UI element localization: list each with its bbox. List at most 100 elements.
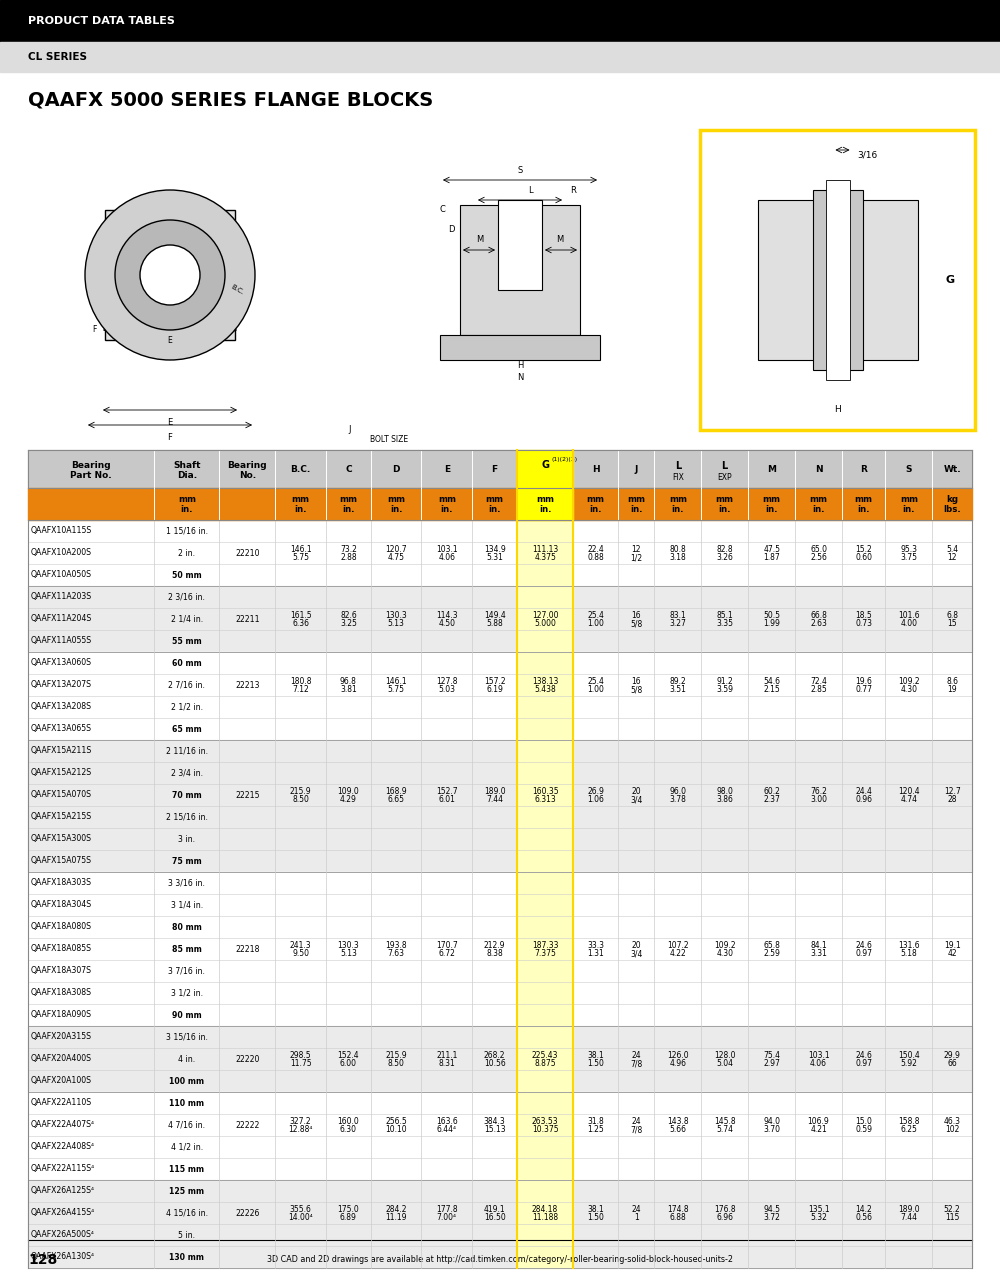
Text: 96.8: 96.8: [340, 677, 357, 686]
Text: 4.21: 4.21: [810, 1125, 827, 1134]
Bar: [28, 1027, 972, 1092]
Text: 103.1: 103.1: [436, 544, 458, 553]
Text: 85 mm: 85 mm: [172, 945, 202, 954]
Text: 12.7: 12.7: [944, 786, 961, 795]
Text: 3/16: 3/16: [858, 151, 878, 160]
Text: 109.2: 109.2: [714, 941, 736, 950]
Text: mm: mm: [669, 495, 687, 504]
Text: 1.00: 1.00: [587, 620, 604, 628]
Text: QAAFX13A207S: QAAFX13A207S: [31, 681, 92, 690]
Text: D: D: [392, 465, 400, 474]
Bar: [105, 210, 235, 340]
Text: 25.4: 25.4: [587, 677, 604, 686]
Text: 4.96: 4.96: [669, 1060, 686, 1069]
Text: mm: mm: [900, 495, 918, 504]
Text: 0.59: 0.59: [855, 1125, 872, 1134]
Text: D: D: [448, 225, 455, 234]
Text: 127.00: 127.00: [532, 611, 558, 620]
Text: 241.3: 241.3: [290, 941, 311, 950]
Bar: [440, 335, 600, 360]
Text: BOLT SIZE: BOLT SIZE: [370, 435, 408, 444]
Text: 22215: 22215: [235, 791, 260, 800]
Text: 2.97: 2.97: [763, 1060, 780, 1069]
Text: 128.0: 128.0: [714, 1051, 735, 1060]
Text: 4.75: 4.75: [388, 553, 405, 562]
Text: 5.74: 5.74: [716, 1125, 733, 1134]
Text: 0.97: 0.97: [855, 950, 872, 959]
Text: QAAFX10A050S: QAAFX10A050S: [31, 571, 92, 580]
Bar: [498, 200, 542, 291]
Text: 6.88: 6.88: [669, 1213, 686, 1222]
Text: 284.18: 284.18: [532, 1204, 558, 1213]
Text: 82.8: 82.8: [716, 544, 733, 553]
Text: mm: mm: [855, 495, 873, 504]
Text: 24.4: 24.4: [855, 786, 872, 795]
Text: 2.63: 2.63: [810, 620, 827, 628]
Text: 1 15/16 in.: 1 15/16 in.: [166, 526, 208, 535]
Bar: [28, 488, 972, 520]
Text: 75 mm: 75 mm: [172, 856, 202, 865]
Bar: [517, 1092, 573, 1180]
Text: 3.59: 3.59: [716, 686, 733, 695]
Text: 157.2: 157.2: [484, 677, 505, 686]
Text: 5.04: 5.04: [716, 1060, 733, 1069]
Text: 9.50: 9.50: [292, 950, 309, 959]
Text: 170.7: 170.7: [436, 941, 458, 950]
Text: 5.000: 5.000: [534, 620, 556, 628]
Text: E: E: [167, 419, 173, 428]
Text: 215.9: 215.9: [290, 786, 311, 795]
Text: 384.3: 384.3: [484, 1116, 505, 1125]
Text: in.: in.: [765, 506, 778, 515]
Text: 83.1: 83.1: [669, 611, 686, 620]
Text: 76.2: 76.2: [810, 786, 827, 795]
Text: 327.2: 327.2: [290, 1116, 311, 1125]
Text: 22211: 22211: [235, 614, 260, 623]
Text: 31.8: 31.8: [587, 1116, 604, 1125]
Text: 225.43: 225.43: [532, 1051, 558, 1060]
Text: 126.0: 126.0: [667, 1051, 689, 1060]
Text: Bearing: Bearing: [227, 461, 267, 470]
Text: Shaft: Shaft: [173, 461, 201, 470]
Text: 120.4: 120.4: [898, 786, 920, 795]
Text: 128: 128: [28, 1253, 57, 1267]
Circle shape: [140, 244, 200, 305]
Text: 0.88: 0.88: [587, 553, 604, 562]
Text: 22226: 22226: [235, 1208, 259, 1217]
Text: 90 mm: 90 mm: [172, 1010, 202, 1019]
Text: 65 mm: 65 mm: [172, 724, 202, 733]
Text: 138.13: 138.13: [532, 677, 558, 686]
Bar: [0, 0, 1000, 42]
Text: R: R: [570, 186, 576, 195]
Text: 4 7/16 in.: 4 7/16 in.: [168, 1120, 205, 1129]
Text: 33.3: 33.3: [587, 941, 604, 950]
Text: QAAFX20A100S: QAAFX20A100S: [31, 1076, 92, 1085]
Text: H: H: [517, 361, 523, 370]
Text: 10.375: 10.375: [532, 1125, 558, 1134]
Text: 0.96: 0.96: [855, 795, 872, 805]
Text: 211.1: 211.1: [436, 1051, 457, 1060]
Text: 22220: 22220: [235, 1055, 259, 1064]
Text: QAAFX18A303S: QAAFX18A303S: [31, 878, 92, 887]
Text: mm: mm: [438, 495, 456, 504]
Text: 94.5: 94.5: [763, 1204, 780, 1213]
Text: 8.38: 8.38: [486, 950, 503, 959]
Text: 8.31: 8.31: [438, 1060, 455, 1069]
Text: 2 1/4 in.: 2 1/4 in.: [171, 614, 203, 623]
Text: H: H: [834, 406, 841, 415]
Circle shape: [112, 218, 128, 233]
Text: 3.51: 3.51: [669, 686, 686, 695]
Text: QAAFX15A215S: QAAFX15A215S: [31, 813, 92, 822]
Text: QAAFX18A085S: QAAFX18A085S: [31, 945, 92, 954]
Bar: [517, 488, 573, 520]
Text: 22213: 22213: [235, 681, 260, 690]
Text: 42: 42: [947, 950, 957, 959]
Text: 19.1: 19.1: [944, 941, 961, 950]
Text: 50 mm: 50 mm: [172, 571, 202, 580]
Text: 152.7: 152.7: [436, 786, 458, 795]
Text: QAAFX 5000 SERIES FLANGE BLOCKS: QAAFX 5000 SERIES FLANGE BLOCKS: [28, 91, 433, 110]
Text: 73.2: 73.2: [340, 544, 357, 553]
Text: N: N: [517, 372, 523, 381]
Text: 298.5: 298.5: [290, 1051, 311, 1060]
Text: QAAFX11A203S: QAAFX11A203S: [31, 593, 92, 602]
Text: in.: in.: [488, 506, 501, 515]
